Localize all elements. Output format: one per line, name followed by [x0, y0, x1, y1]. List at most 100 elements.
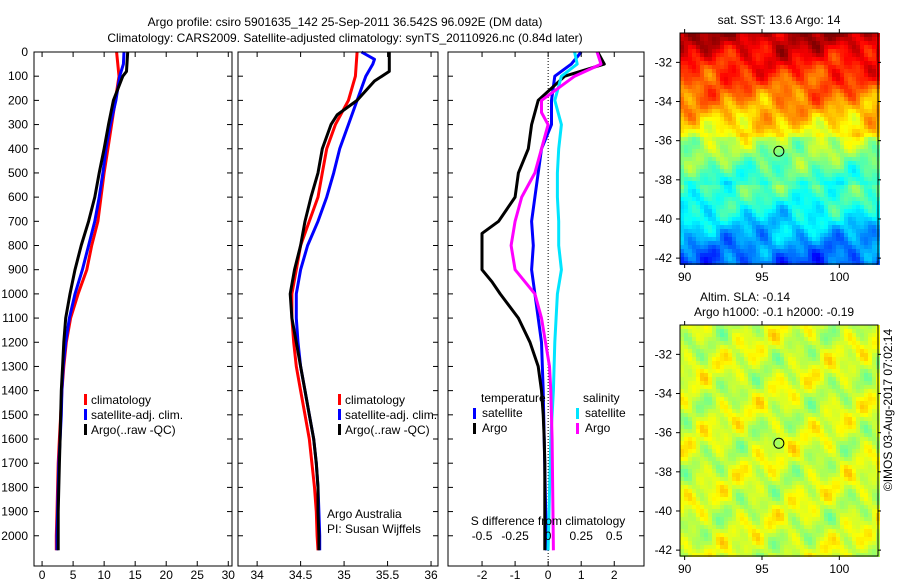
map-title: Altim. SLA: -0.14 — [700, 290, 790, 304]
y-tick-label: -34 — [655, 387, 673, 401]
legend-label: Argo — [482, 421, 508, 435]
y-tick-label: 1500 — [1, 408, 28, 422]
y-tick-label: 800 — [8, 239, 28, 253]
y-tick-label: 2000 — [1, 529, 28, 543]
difference-profile-panel: -2-1012T difference from climatologytemp… — [447, 51, 645, 580]
map-subtitle: Argo h1000: -0.1 h2000: -0.19 — [694, 305, 854, 319]
x-tick-label: 5 — [70, 568, 77, 580]
series-line-s-satellite — [546, 51, 579, 551]
legend-swatch — [338, 394, 341, 405]
legend-swatch — [338, 424, 341, 435]
y-tick-label: 1900 — [1, 505, 28, 519]
x-tick-label: 34 — [250, 568, 264, 580]
x-tick-label: 10 — [97, 568, 111, 580]
y-tick-label: -42 — [655, 543, 673, 557]
x2-tick-label: 0 — [545, 529, 552, 543]
x-tick-label: 95 — [755, 270, 769, 284]
y-tick-label: 500 — [8, 166, 28, 180]
y-tick-label: 1600 — [1, 432, 28, 446]
y-tick-label: -36 — [655, 426, 673, 440]
y-tick-label: -36 — [655, 134, 673, 148]
x-tick-label: 36 — [424, 568, 438, 580]
y-tick-label: 700 — [8, 214, 28, 228]
legend-swatch — [338, 409, 341, 420]
y-tick-label: -34 — [655, 95, 673, 109]
legend-swatch — [473, 423, 476, 434]
y-tick-label: 0 — [21, 45, 28, 59]
x-tick-label: 0 — [39, 568, 46, 580]
legend-label: satellite — [482, 406, 523, 420]
y-tick-label: 300 — [8, 118, 28, 132]
annotation-pi: PI: Susan Wijffels — [327, 522, 421, 536]
x-tick-label: 34.5 — [289, 568, 313, 580]
series-line-argo-raw-qc- — [56, 51, 130, 551]
series-line-s-argo — [509, 51, 603, 551]
imos-credit: ©IMOS 03-Aug-2017 07:02:14 — [881, 329, 895, 492]
x2-tick-label: 0.5 — [606, 529, 623, 543]
x-tick-label: 35 — [337, 568, 351, 580]
y-tick-label: -32 — [655, 347, 673, 361]
y-tick-label: 1700 — [1, 456, 28, 470]
x-tick-label: 95 — [755, 562, 769, 576]
legend-header-temperature: temperature — [481, 391, 546, 405]
x-tick-label: 30 — [222, 568, 236, 580]
x-tick-label: 0 — [545, 568, 552, 580]
legend-swatch — [84, 394, 87, 405]
map-title: sat. SST: 13.6 Argo: 14 — [718, 13, 841, 27]
x-tick-label: 35.5 — [376, 568, 400, 580]
annotation-institution: Argo Australia — [327, 507, 402, 521]
y-tick-label: 600 — [8, 190, 28, 204]
salinity-profile-panel: 3434.53535.536salinityclimatologysatelli… — [237, 50, 439, 580]
plot-frame — [447, 51, 645, 567]
series-line-t-argo — [480, 51, 606, 551]
x-tick-label: 25 — [191, 568, 205, 580]
sst-map-panel: 90 95 100 -32 -34 -36 -38 -40 -42 sat. SST: 13.6 … — [655, 13, 881, 284]
legend-label: satellite-adj. clim. — [91, 408, 183, 422]
temperature-profile-panel: 051015202530temperature (deg C)010020030… — [1, 45, 235, 580]
sla-map-panel: 90 95 100 -32 -34 -36 -38 -40 -42 Altim. SLA: -0.… — [655, 290, 881, 576]
x2-tick-label: 0.25 — [570, 529, 594, 543]
y-tick-label: 1000 — [1, 287, 28, 301]
x-tick-label: -1 — [510, 568, 521, 580]
sla-map-image — [680, 325, 880, 557]
y-tick-label: -32 — [655, 55, 673, 69]
legend-label: Argo(..raw -QC) — [91, 423, 176, 437]
y-tick-label: 1200 — [1, 335, 28, 349]
x-tick-label: 2 — [611, 568, 618, 580]
sst-map-image — [680, 33, 880, 265]
y-tick-label: 1400 — [1, 384, 28, 398]
y-tick-label: -40 — [655, 504, 673, 518]
legend-label: climatology — [91, 393, 151, 407]
series-line-satellite-adj-clim- — [55, 51, 126, 551]
title-line-2: Climatology: CARS2009. Satellite-adjuste… — [107, 31, 582, 45]
y-tick-label: -38 — [655, 173, 673, 187]
y-tick-label: -40 — [655, 212, 673, 226]
argo-location-marker — [773, 145, 785, 157]
x-tick-label: -2 — [477, 568, 488, 580]
x2-axis-label: S difference from climatology — [471, 514, 626, 528]
x-tick-label: 90 — [678, 270, 692, 284]
y-tick-label: -38 — [655, 465, 673, 479]
map-frame — [679, 32, 879, 265]
legend-label: Argo(..raw -QC) — [345, 423, 430, 437]
legend-header-salinity: salinity — [583, 391, 620, 405]
series-line-argo-raw-qc- — [288, 52, 391, 551]
y-tick-label: 400 — [8, 142, 28, 156]
y-tick-label: 1300 — [1, 359, 28, 373]
legend-swatch — [84, 409, 87, 420]
x2-tick-label: -0.5 — [472, 529, 493, 543]
y-tick-label: -42 — [655, 251, 673, 265]
title-line-1: Argo profile: csiro 5901635_142 25-Sep-2… — [148, 15, 543, 29]
y-tick-label: 1100 — [2, 311, 28, 325]
x-tick-label: 20 — [160, 568, 174, 580]
x2-tick-label: -0.25 — [501, 529, 529, 543]
x-tick-label: 1 — [578, 568, 585, 580]
y-tick-label: 100 — [8, 69, 28, 83]
y-tick-label: 200 — [8, 93, 28, 107]
legend-label: satellite — [585, 406, 626, 420]
y-tick-label: 1800 — [1, 480, 28, 494]
y-tick-label: 900 — [8, 263, 28, 277]
argo-location-marker — [773, 437, 785, 449]
x-tick-label: 100 — [829, 270, 849, 284]
